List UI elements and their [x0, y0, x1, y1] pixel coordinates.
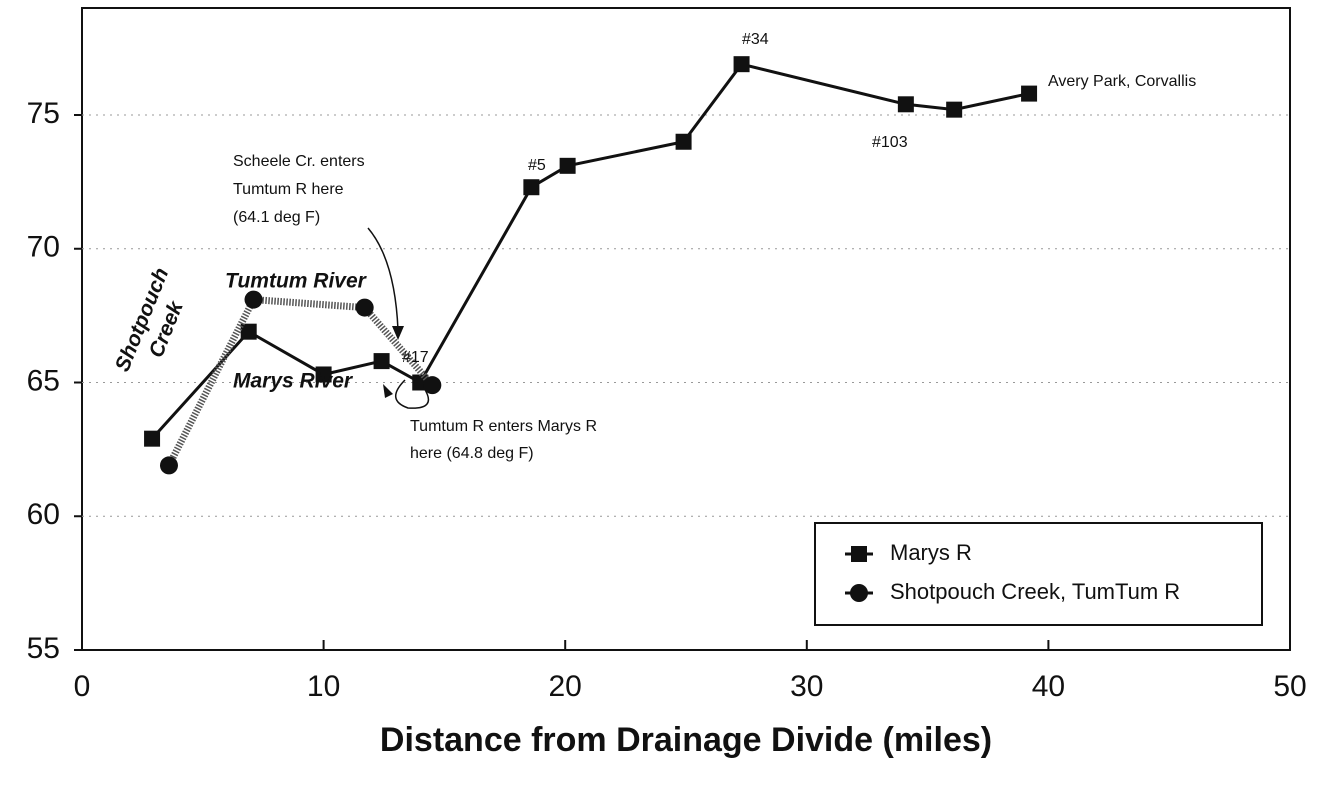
marker: [897, 96, 914, 113]
marker: [315, 366, 332, 383]
annotation: Scheele Cr. enters Tumtum R here (64.1 deg…: [233, 153, 365, 226]
annotation-text: #103: [872, 134, 908, 151]
arrow: [395, 379, 430, 409]
annotation-text: Tumtum River: [225, 270, 368, 293]
annotation-text: Scheele Cr. enters: [233, 153, 365, 170]
arrow: [367, 227, 399, 331]
plot-frame: [81, 7, 1291, 651]
marker: [559, 157, 576, 174]
y-tick-label: 65: [27, 364, 60, 397]
y-tick-label: 60: [27, 498, 60, 531]
annotation: Marys River: [233, 370, 354, 393]
marker: [675, 133, 692, 150]
annotation-text: #34: [742, 31, 769, 48]
annotation-text: #17: [402, 349, 429, 366]
arrowhead: [383, 384, 393, 398]
legend-marker: [851, 546, 867, 562]
annotation: #5: [528, 157, 546, 174]
legend-label: Shotpouch Creek, TumTum R: [890, 579, 1180, 604]
legend-marker: [850, 584, 868, 602]
marker: [423, 376, 442, 395]
y-tick-label: 75: [27, 97, 60, 130]
x-tick-label: 10: [307, 670, 340, 703]
annotation-text: Tumtum R here: [233, 181, 344, 198]
y-tick-label: 70: [27, 231, 60, 264]
series-line: [165, 295, 435, 468]
annotation-text: Avery Park, Corvallis: [1048, 73, 1196, 90]
annotation-text: Marys River: [233, 370, 354, 393]
arrowhead: [392, 326, 404, 340]
marker: [244, 290, 263, 309]
annotation: Tumtum River: [225, 270, 368, 293]
legend-label: Marys R: [890, 540, 972, 565]
marker: [240, 323, 257, 340]
annotation-text: here (64.8 deg F): [410, 445, 534, 462]
marker: [1021, 85, 1038, 102]
annotation-text: #5: [528, 157, 546, 174]
annotation-text: Tumtum R enters Marys R: [410, 418, 597, 435]
x-tick-label: 30: [790, 670, 823, 703]
x-axis-label: Distance from Drainage Divide (miles): [380, 721, 992, 759]
legend-box: [814, 522, 1263, 626]
x-tick-label: 40: [1032, 670, 1065, 703]
marker: [733, 56, 750, 73]
y-tick-label: 55: [27, 632, 60, 665]
annotation: Avery Park, Corvallis: [1048, 73, 1196, 90]
marker: [159, 456, 178, 475]
series-line: [150, 62, 1030, 440]
marker: [144, 430, 161, 447]
annotation: #34: [742, 31, 769, 48]
x-tick-label: 50: [1273, 670, 1306, 703]
x-tick-label: 20: [549, 670, 582, 703]
x-tick-label: 0: [74, 670, 91, 703]
marker: [523, 179, 540, 196]
marker: [355, 298, 374, 317]
annotation-text: (64.1 deg F): [233, 209, 320, 226]
marker: [946, 101, 963, 118]
annotation: Tumtum R enters Marys R here (64.8 deg F): [410, 418, 597, 462]
annotation: #103: [872, 134, 908, 151]
marker: [373, 353, 390, 370]
annotation: #17: [402, 349, 429, 366]
